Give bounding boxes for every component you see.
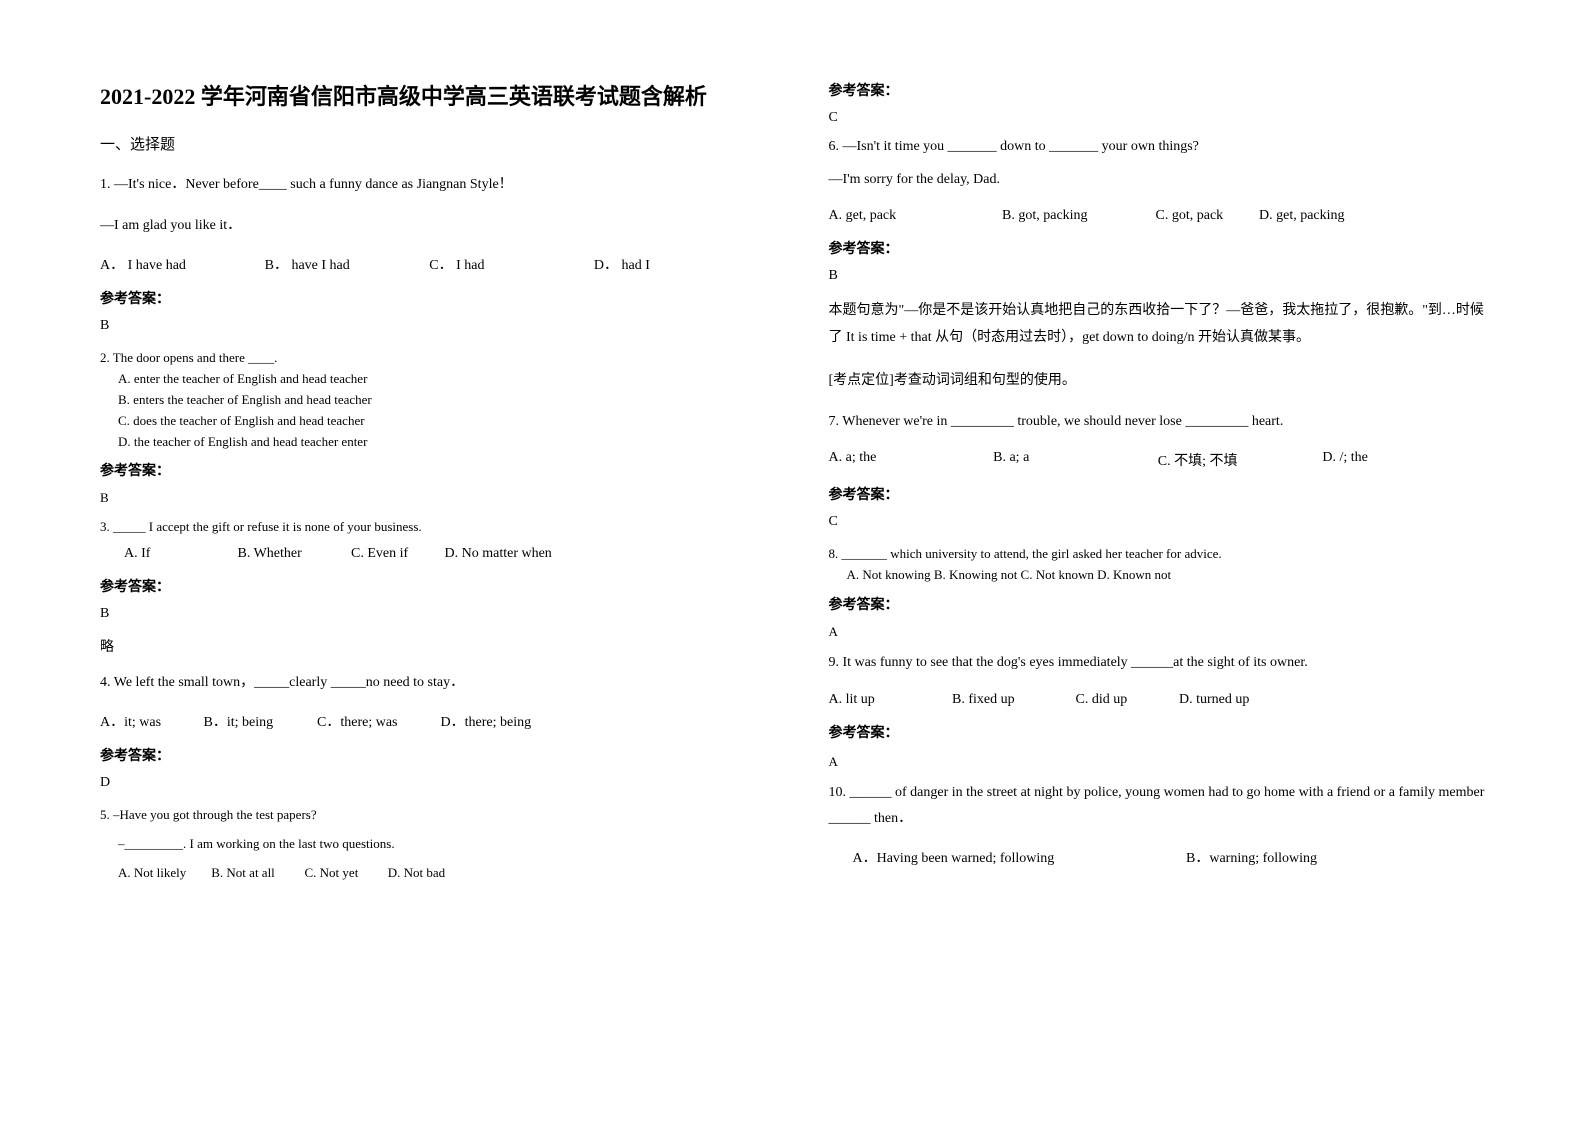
q6-options: A. get, pack B. got, packing C. got, pac… (829, 208, 1488, 224)
q6-answer: B (829, 268, 1488, 284)
q9-opt-d: D. turned up (1179, 692, 1249, 708)
q5-opt-b: B. Not at all (211, 863, 301, 884)
q10-opt-b: B．warning; following (1186, 847, 1317, 867)
q5-options: A. Not likely B. Not at all C. Not yet D… (100, 863, 759, 884)
q7-opt-a: A. a; the (829, 450, 994, 470)
answer-label: 参考答案： (829, 80, 1488, 100)
q9-opt-b: B. fixed up (952, 692, 1072, 708)
q1-answer: B (100, 318, 759, 334)
answer-label: 参考答案： (829, 722, 1488, 742)
right-column: 参考答案： C 6. —Isn't it time you _______ do… (829, 80, 1488, 892)
question-4: 4. We left the small town，_____clearly _… (100, 670, 759, 695)
q8-answer: A (829, 622, 1488, 643)
q3-note: 略 (100, 636, 759, 656)
q8-stem: 8. _______ which university to attend, t… (829, 544, 1488, 565)
q5-line1: 5. –Have you got through the test papers… (100, 805, 759, 826)
q4-opt-c: C．there; was (317, 711, 437, 731)
q9-opt-c: C. did up (1076, 692, 1176, 708)
answer-label: 参考答案： (100, 288, 759, 308)
q10-opt-a: A．Having been warned; following (853, 847, 1183, 867)
q4-opt-d: D．there; being (441, 711, 532, 731)
question-2: 2. The door opens and there ____. A. ent… (100, 348, 759, 452)
q5-opt-d: D. Not bad (388, 863, 445, 884)
answer-label: 参考答案： (829, 484, 1488, 504)
q1-opt-c: C． I had (429, 254, 594, 274)
q2-opt-d: D. the teacher of English and head teach… (100, 432, 759, 453)
q1-line1: 1. —It's nice．Never before____ such a fu… (100, 172, 759, 197)
q3-opt-b: B. Whether (238, 546, 348, 562)
question-1: 1. —It's nice．Never before____ such a fu… (100, 172, 759, 197)
q9-answer: A (829, 752, 1488, 773)
q2-answer: B (100, 488, 759, 509)
question-5: 5. –Have you got through the test papers… (100, 805, 759, 883)
answer-label: 参考答案： (100, 745, 759, 765)
q8-options: A. Not knowing B. Knowing not C. Not kno… (829, 565, 1488, 586)
q2-opt-c: C. does the teacher of English and head … (100, 411, 759, 432)
q3-opt-c: C. Even if (351, 546, 441, 562)
q9-options: A. lit up B. fixed up C. did up D. turne… (829, 692, 1488, 708)
q1-line2: —I am glad you like it． (100, 213, 759, 238)
answer-label: 参考答案： (100, 460, 759, 480)
q6-explanation-1: 本题句意为"—你是不是该开始认真地把自己的东西收拾一下了？—爸爸，我太拖拉了，很… (829, 298, 1488, 351)
exam-title: 2021-2022 学年河南省信阳市高级中学高三英语联考试题含解析 (100, 80, 759, 113)
q1-options: A． I have had B． have I had C． I had D． … (100, 254, 759, 274)
q3-options: A. If B. Whether C. Even if D. No matter… (100, 546, 759, 562)
q5-opt-a: A. Not likely (118, 863, 208, 884)
q9-opt-a: A. lit up (829, 692, 949, 708)
question-10: 10. ______ of danger in the street at ni… (829, 780, 1488, 830)
question-7: 7. Whenever we're in _________ trouble, … (829, 409, 1488, 434)
q4-answer: D (100, 775, 759, 791)
q5-line2: –_________. I am working on the last two… (100, 834, 759, 855)
q4-opt-b: B．it; being (204, 711, 314, 731)
q1-opt-b: B． have I had (265, 254, 430, 274)
question-3: 3. _____ I accept the gift or refuse it … (100, 517, 759, 538)
q10-options: A．Having been warned; following B．warnin… (829, 847, 1488, 867)
q1-opt-d: D． had I (594, 254, 759, 274)
q3-answer: B (100, 606, 759, 622)
q4-opt-a: A．it; was (100, 711, 200, 731)
q7-opt-b: B. a; a (993, 450, 1158, 470)
q6-opt-b: B. got, packing (1002, 208, 1152, 224)
q3-opt-d: D. No matter when (445, 546, 552, 562)
question-8: 8. _______ which university to attend, t… (829, 544, 1488, 586)
q5-answer: C (829, 110, 1488, 126)
q4-options: A．it; was B．it; being C．there; was D．the… (100, 711, 759, 731)
exam-page: 2021-2022 学年河南省信阳市高级中学高三英语联考试题含解析 一、选择题 … (100, 80, 1487, 892)
answer-label: 参考答案： (829, 238, 1488, 258)
answer-label: 参考答案： (100, 576, 759, 596)
section-heading: 一、选择题 (100, 133, 759, 154)
q7-options: A. a; the B. a; a C. 不填; 不填 D. /; the (829, 450, 1488, 470)
answer-label: 参考答案： (829, 594, 1488, 614)
q7-opt-d: D. /; the (1322, 450, 1487, 470)
q2-opt-a: A. enter the teacher of English and head… (100, 369, 759, 390)
left-column: 2021-2022 学年河南省信阳市高级中学高三英语联考试题含解析 一、选择题 … (100, 80, 759, 892)
q6-explanation-2: [考点定位]考查动词词组和句型的使用。 (829, 368, 1488, 393)
question-6-line2: —I'm sorry for the delay, Dad. (829, 167, 1488, 192)
q6-opt-a: A. get, pack (829, 208, 999, 224)
q6-opt-d: D. get, packing (1259, 208, 1345, 224)
q6-opt-c: C. got, pack (1156, 208, 1256, 224)
q3-opt-a: A. If (124, 546, 234, 562)
question-6-line1: 6. —Isn't it time you _______ down to __… (829, 134, 1488, 159)
q2-stem: 2. The door opens and there ____. (100, 348, 759, 369)
q7-answer: C (829, 514, 1488, 530)
question-9: 9. It was funny to see that the dog's ey… (829, 650, 1488, 675)
q1-opt-a: A． I have had (100, 254, 265, 274)
q5-opt-c: C. Not yet (305, 863, 385, 884)
q2-opt-b: B. enters the teacher of English and hea… (100, 390, 759, 411)
q7-opt-c: C. 不填; 不填 (1158, 450, 1323, 470)
